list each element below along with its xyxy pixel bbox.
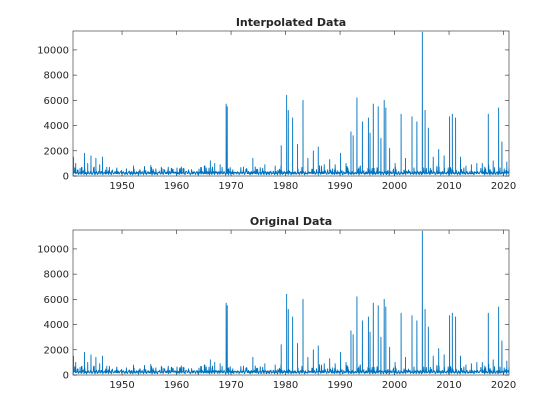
x-tick-label: 2000 <box>382 181 407 192</box>
x-tick-label: 1980 <box>273 181 298 192</box>
y-tick-label: 4000 <box>44 320 69 331</box>
y-tick-label: 8000 <box>44 270 69 281</box>
y-axis: 0 2000 4000 6000 8000 10000 <box>37 244 509 382</box>
subplot-interpolated: Interpolated Data 0 2000 4000 6000 8000 10000… <box>37 16 516 192</box>
plot-area <box>72 30 510 177</box>
x-tick-label: 1990 <box>327 181 352 192</box>
x-tick-label: 1960 <box>164 181 189 192</box>
x-tick-label: 1960 <box>164 380 189 391</box>
y-tick-label: 6000 <box>44 96 69 107</box>
y-tick-label: 10000 <box>37 244 69 255</box>
y-tick-label: 4000 <box>44 121 69 132</box>
x-tick-label: 1950 <box>109 181 134 192</box>
y-tick-label: 6000 <box>44 295 69 306</box>
x-tick-label: 1980 <box>273 380 298 391</box>
y-axis: 0 2000 4000 6000 8000 10000 <box>37 45 509 183</box>
x-axis: 1950 1960 1970 1980 1990 2000 2010 2020 <box>109 31 516 192</box>
x-tick-label: 1970 <box>218 181 243 192</box>
x-tick-label: 2000 <box>382 380 407 391</box>
x-tick-label: 1950 <box>109 380 134 391</box>
x-tick-label: 2010 <box>436 181 461 192</box>
x-tick-label: 1970 <box>218 380 243 391</box>
x-tick-label: 2020 <box>491 181 516 192</box>
series-group <box>72 230 510 375</box>
series-line <box>72 230 510 375</box>
y-tick-label: 0 <box>63 172 69 183</box>
series-line <box>72 31 510 176</box>
x-tick-label: 1990 <box>327 380 352 391</box>
chart-title: Original Data <box>250 215 332 228</box>
x-tick-label: 2010 <box>436 380 461 391</box>
y-tick-label: 2000 <box>44 146 69 157</box>
subplot-original: Original Data 0 2000 4000 6000 8000 10000 195… <box>37 215 516 391</box>
y-tick-label: 0 <box>63 371 69 382</box>
y-tick-label: 10000 <box>37 45 69 56</box>
series-group <box>72 31 510 176</box>
y-tick-label: 8000 <box>44 71 69 82</box>
chart-title: Interpolated Data <box>236 16 346 29</box>
y-tick-label: 2000 <box>44 345 69 356</box>
x-tick-label: 2020 <box>491 380 516 391</box>
plot-area <box>72 229 510 376</box>
